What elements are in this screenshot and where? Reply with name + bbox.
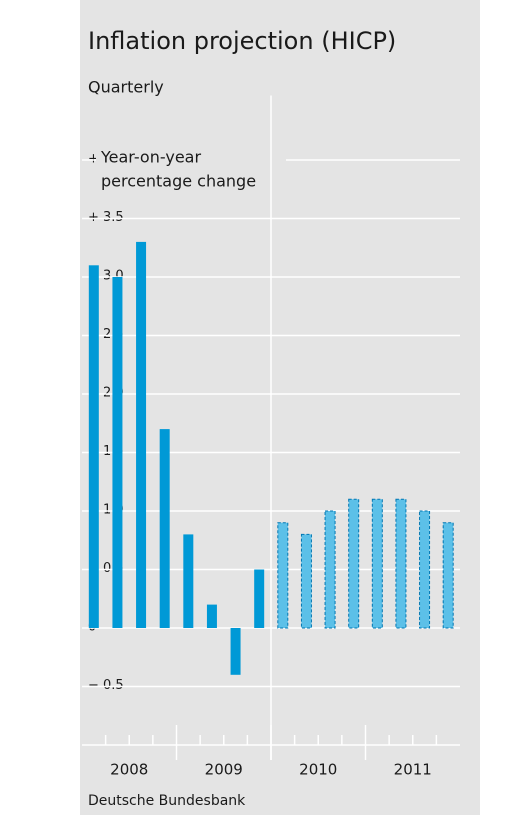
bar [419, 510, 431, 629]
x-group-label: 2010 [299, 761, 337, 779]
bar [254, 569, 265, 628]
panel [80, 0, 480, 815]
bar [112, 277, 123, 628]
chart-title: Inflation projection (HICP) [88, 27, 396, 55]
bar [88, 265, 99, 628]
bar [183, 534, 194, 628]
bar [136, 241, 147, 628]
annotation: percentage change [101, 172, 256, 191]
source: Deutsche Bundesbank [88, 793, 246, 809]
bar [371, 498, 383, 629]
bar [300, 533, 312, 629]
bar [206, 604, 217, 628]
subtitle: Quarterly [88, 78, 164, 97]
y-tick-label: − 0.5 [88, 678, 124, 693]
bar [442, 522, 454, 629]
x-group-label: 2011 [394, 761, 432, 779]
bar [277, 522, 289, 629]
bar [159, 429, 170, 628]
bar [230, 628, 241, 675]
x-group-label: 2009 [205, 761, 243, 779]
bar [395, 498, 407, 629]
annotation: Year-on-year [100, 148, 201, 167]
y-tick-label: + 3.5 [88, 210, 124, 225]
annotation-bg [96, 145, 286, 193]
bar [324, 510, 336, 629]
x-group-label: 2008 [110, 761, 148, 779]
bar [348, 498, 360, 629]
